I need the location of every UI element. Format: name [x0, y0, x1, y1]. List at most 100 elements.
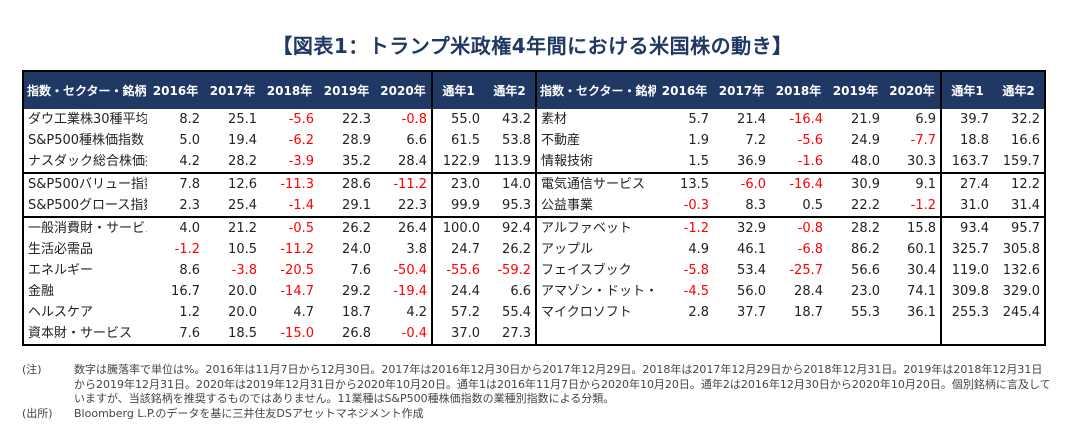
value-cell: 2.3 — [179, 198, 200, 213]
value-cell: -1.6 — [797, 154, 823, 169]
value-cell: -6.0 — [713, 172, 770, 195]
value-cell: 37.7 — [737, 305, 766, 320]
value-cell: 15.8 — [884, 216, 941, 239]
value-cell: 74.1 — [907, 284, 936, 299]
row-label: 公益事業 — [535, 195, 656, 217]
value-cell: 35.2 — [342, 154, 371, 169]
value-cell — [940, 323, 993, 345]
value-cell: -11.2 — [375, 172, 432, 195]
value-cell: 24.0 — [342, 242, 371, 257]
value-cell: 43.2 — [502, 112, 531, 127]
value-cell: 23.0 — [851, 284, 880, 299]
value-cell: 24.7 — [431, 239, 484, 260]
value-cell: 23.0 — [431, 172, 484, 195]
value-cell: -11.2 — [280, 242, 314, 257]
value-cell: 61.5 — [431, 130, 484, 151]
value-cell: 21.2 — [204, 216, 261, 239]
value-cell: 57.2 — [431, 302, 484, 323]
value-cell: 19.4 — [228, 133, 257, 148]
value-cell: -16.4 — [789, 112, 823, 127]
value-cell: -3.9 — [288, 154, 314, 169]
value-cell: -1.2 — [174, 242, 200, 257]
source-text: Bloomberg L.P.のデータを基に三井住友DSアセットマネジメント作成 — [74, 406, 424, 420]
value-cell: 55.4 — [502, 305, 531, 320]
row-label: マイクロソフト — [535, 302, 656, 323]
row-label: フェイスブック — [535, 260, 656, 281]
header-row: 指数・セクター・銘柄 2016年 2017年 2018年 2019年 2020年… — [23, 71, 1045, 109]
value-cell: 31.4 — [1011, 198, 1040, 213]
header-cell: 指数・セクター・銘柄 — [535, 71, 656, 109]
row-label: 生活必需品 — [28, 242, 94, 257]
value-cell: 22.3 — [342, 112, 371, 127]
value-cell: 56.6 — [851, 263, 880, 278]
value-cell: 29.2 — [342, 284, 371, 299]
value-cell: -5.8 — [683, 263, 709, 278]
value-cell: 245.4 — [1002, 305, 1040, 320]
value-cell: 30.3 — [907, 154, 936, 169]
value-cell: -15.0 — [280, 326, 314, 341]
header-cell: 通年2 — [484, 71, 536, 109]
table-row: 生活必需品 -1.2 10.5 -11.2 24.0 3.8 24.7 26.2 アップル 4.9… — [23, 239, 1045, 260]
value-cell: 7.2 — [745, 133, 766, 148]
header-cell: 指数・セクター・銘柄 — [23, 71, 147, 109]
header-cell: 2016年 — [656, 71, 713, 109]
row-label: ダウ工業株30種平均 — [28, 112, 147, 127]
value-cell: 1.5 — [688, 154, 709, 169]
value-cell: -0.8 — [401, 112, 427, 127]
value-cell: -1.4 — [288, 198, 314, 213]
value-cell: -59.2 — [497, 263, 531, 278]
row-label: 資本財・サービス — [28, 326, 133, 341]
value-cell: 24.4 — [431, 281, 484, 302]
table-row: S&P500グロース指数 2.3 25.4 -1.4 29.1 22.3 99.9 95.3 公… — [23, 195, 1045, 217]
value-cell: 27.3 — [502, 326, 531, 341]
value-cell: -0.4 — [401, 326, 427, 341]
row-label: ナスダック総合株価指数 — [28, 154, 147, 169]
value-cell: 7.8 — [147, 172, 204, 195]
value-cell: 12.6 — [204, 172, 261, 195]
value-cell: 7.6 — [350, 263, 371, 278]
value-cell: 2.8 — [688, 305, 709, 320]
value-cell: 8.6 — [179, 263, 200, 278]
value-cell: 37.0 — [431, 323, 484, 345]
row-label: 素材 — [535, 109, 656, 130]
value-cell: -19.4 — [393, 284, 427, 299]
value-cell: -20.5 — [280, 263, 314, 278]
value-cell — [827, 323, 884, 345]
value-cell: -6.8 — [797, 242, 823, 257]
header-cell: 2018年 — [261, 71, 318, 109]
value-cell: 132.6 — [1002, 263, 1040, 278]
value-cell: 86.2 — [851, 242, 880, 257]
value-cell: 46.1 — [737, 242, 766, 257]
value-cell: 1.2 — [179, 305, 200, 320]
value-cell: 18.8 — [940, 130, 993, 151]
value-cell: 7.6 — [179, 326, 200, 341]
value-cell: 22.2 — [851, 198, 880, 213]
value-cell: 16.7 — [171, 284, 200, 299]
value-cell: 32.9 — [713, 216, 770, 239]
value-cell: -11.3 — [261, 172, 318, 195]
value-cell: 5.7 — [688, 112, 709, 127]
row-label: S&P500グロース指数 — [28, 198, 147, 213]
value-cell: 0.5 — [802, 198, 823, 213]
value-cell: -6.2 — [288, 133, 314, 148]
value-cell: 4.2 — [179, 154, 200, 169]
value-cell: -4.5 — [683, 284, 709, 299]
row-label: アマゾン・ドット・コム — [535, 281, 656, 302]
value-cell: 25.1 — [228, 112, 257, 127]
value-cell: 20.0 — [228, 305, 257, 320]
value-cell: 4.9 — [688, 242, 709, 257]
value-cell — [656, 323, 713, 345]
row-label: S&P500種株価指数 — [28, 133, 145, 148]
value-cell: -3.8 — [231, 263, 257, 278]
value-cell: 93.4 — [940, 216, 993, 239]
header-cell: 2020年 — [884, 71, 941, 109]
header-cell: 2019年 — [318, 71, 375, 109]
header-cell: 2017年 — [713, 71, 770, 109]
table-row: 一般消費財・サービス 4.0 21.2 -0.5 26.2 26.4 100.0 92.4 アル… — [23, 216, 1045, 239]
value-cell: -5.6 — [288, 112, 314, 127]
value-cell: 53.8 — [502, 133, 531, 148]
value-cell: 163.7 — [940, 151, 993, 173]
value-cell: 122.9 — [431, 151, 484, 173]
value-cell: 4.2 — [406, 305, 427, 320]
value-cell — [770, 323, 827, 345]
